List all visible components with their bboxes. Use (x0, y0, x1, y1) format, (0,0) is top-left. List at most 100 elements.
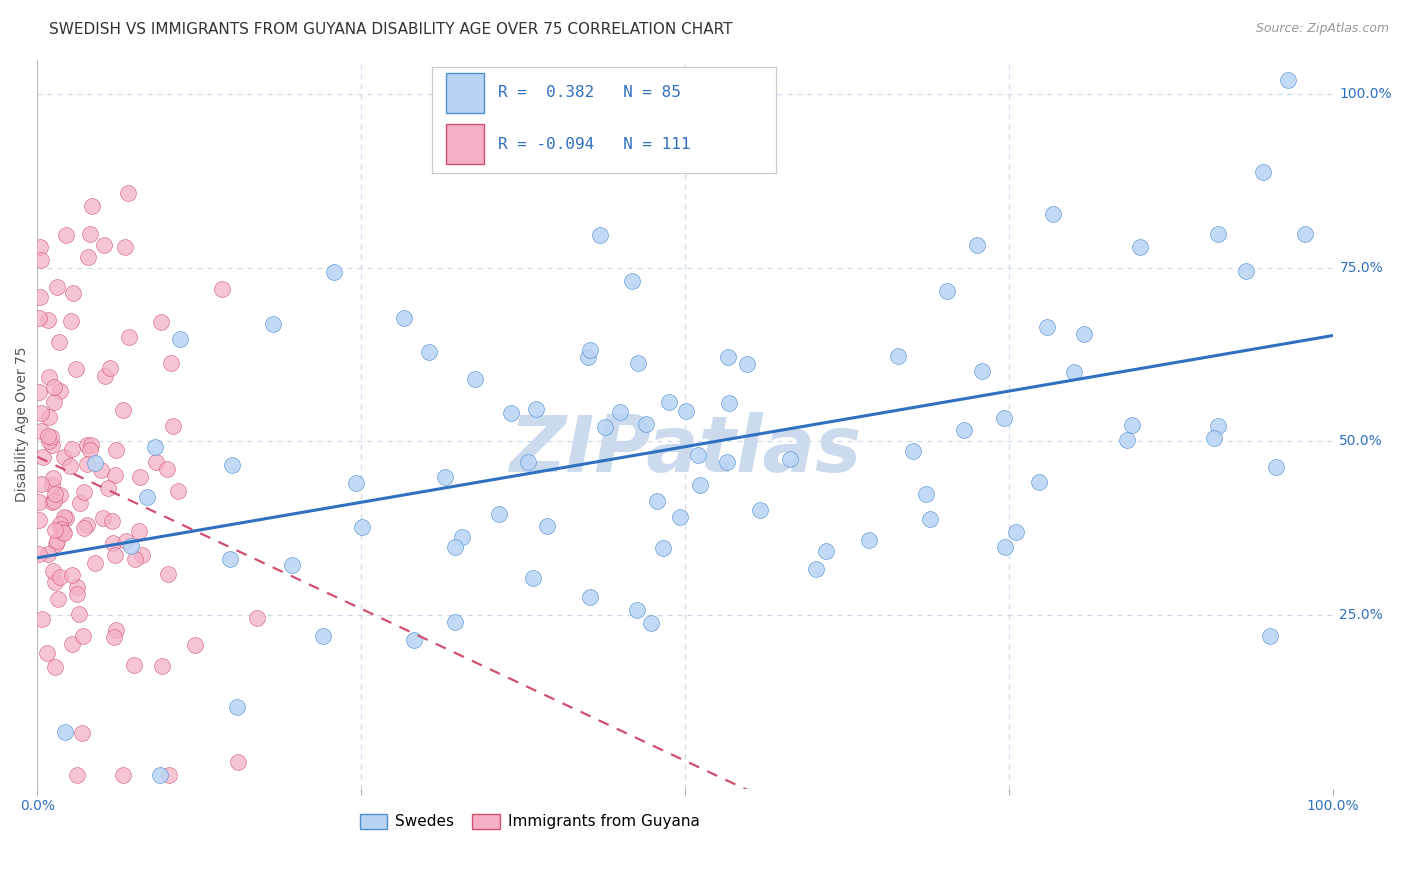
Text: ZIPatlas: ZIPatlas (509, 411, 862, 488)
Legend: Swedes, Immigrants from Guyana: Swedes, Immigrants from Guyana (354, 808, 706, 836)
Point (145, 455, 167, 469)
Point (27, 513, 49, 527)
Point (69, 495, 91, 509)
Point (669, 510, 692, 524)
Point (640, 615, 662, 630)
Point (48, 334, 70, 349)
Point (645, 494, 668, 508)
Point (65, 362, 87, 376)
Point (157, 767, 180, 781)
Point (28, 240, 51, 254)
Point (953, 423, 976, 437)
Point (814, 544, 837, 558)
Point (150, 659, 173, 673)
Point (1129, 240, 1152, 254)
Point (579, 590, 602, 604)
Point (98, 361, 121, 376)
Point (246, 611, 269, 625)
Text: SWEDISH VS IMMIGRANTS FROM GUYANA DISABILITY AGE OVER 75 CORRELATION CHART: SWEDISH VS IMMIGRANTS FROM GUYANA DISABI… (49, 22, 733, 37)
Point (39, 430, 62, 444)
Point (93, 369, 115, 384)
Point (76, 438, 98, 452)
Point (90, 463, 112, 477)
Point (80, 437, 103, 451)
Point (779, 451, 801, 466)
Point (84, 556, 107, 570)
Point (52, 524, 75, 539)
Point (44, 660, 66, 674)
Point (1234, 264, 1257, 278)
Point (444, 540, 467, 554)
Point (101, 536, 124, 550)
Point (42, 394, 65, 409)
Point (104, 623, 127, 637)
Point (1265, 459, 1288, 474)
Point (129, 470, 152, 484)
Point (30, 406, 52, 420)
Point (920, 512, 942, 526)
Point (1294, 227, 1316, 241)
Point (1073, 326, 1095, 341)
Point (104, 468, 127, 483)
Point (1206, 227, 1229, 241)
Point (588, 228, 610, 243)
Point (76, 457, 98, 471)
Point (27, 385, 49, 400)
Point (626, 603, 648, 617)
Point (716, 455, 738, 469)
Point (576, 351, 599, 365)
Point (27, 495, 49, 509)
Point (1063, 365, 1085, 379)
Point (156, 462, 179, 476)
Point (221, 458, 243, 472)
Point (45, 536, 67, 550)
Text: 25.0%: 25.0% (1340, 608, 1384, 622)
Point (1042, 206, 1064, 220)
Point (993, 411, 1015, 425)
Point (62, 286, 84, 301)
Point (44, 523, 66, 537)
Point (970, 364, 993, 378)
Point (914, 487, 936, 501)
Point (1258, 629, 1281, 643)
Point (804, 562, 827, 576)
Point (30, 424, 52, 438)
Point (323, 265, 346, 279)
Point (114, 240, 136, 254)
Point (31, 612, 53, 626)
Point (114, 534, 136, 549)
Point (936, 284, 959, 298)
Point (41, 495, 63, 509)
Point (38, 434, 60, 449)
Point (184, 638, 207, 652)
Text: Source: ZipAtlas.com: Source: ZipAtlas.com (1256, 22, 1389, 36)
Point (93, 238, 115, 252)
Point (44, 380, 66, 394)
Point (44, 487, 66, 501)
Point (488, 507, 510, 521)
Point (37, 313, 59, 327)
Point (579, 343, 602, 357)
Point (1116, 433, 1139, 447)
Point (60, 637, 83, 651)
Point (77, 250, 100, 264)
Point (211, 282, 233, 296)
Point (28, 547, 51, 561)
Point (522, 571, 544, 585)
Point (627, 356, 650, 370)
Point (65, 580, 87, 594)
Point (101, 514, 124, 528)
Point (28, 290, 51, 304)
Point (38, 369, 60, 384)
Point (136, 490, 159, 504)
Point (72, 629, 94, 643)
Point (1251, 165, 1274, 179)
Point (994, 540, 1017, 554)
Point (53, 509, 76, 524)
Point (48, 517, 70, 532)
Point (46, 592, 69, 607)
Point (41, 437, 63, 451)
Point (42, 564, 65, 578)
Point (312, 629, 335, 643)
Point (66, 587, 89, 601)
